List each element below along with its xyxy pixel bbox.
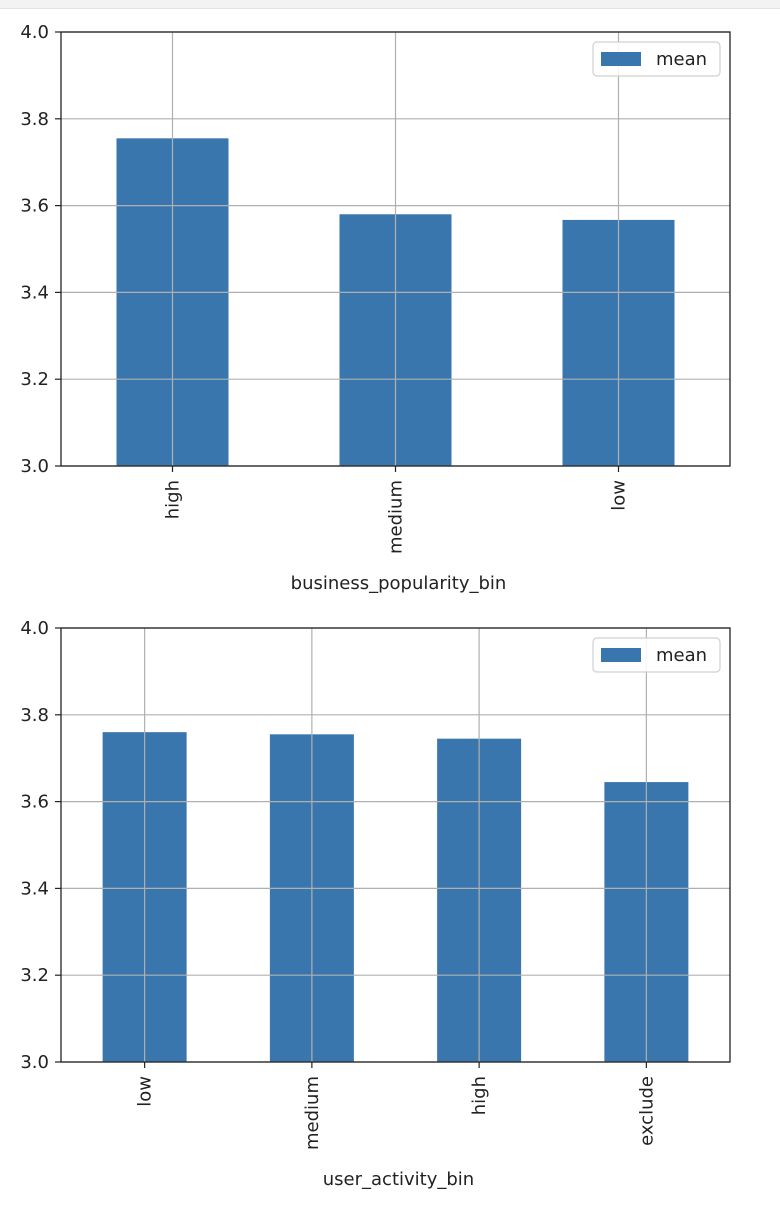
y-tick-label: 3.0 — [20, 1052, 49, 1073]
legend-label: mean — [656, 49, 707, 70]
legend-swatch — [601, 52, 641, 66]
legend-label: mean — [656, 645, 707, 666]
x-tick-label-exclude: exclude — [636, 1076, 657, 1146]
x-tick-label-low: low — [135, 1076, 156, 1107]
plot-frame — [60, 627, 731, 1063]
window-top-strip — [0, 0, 780, 9]
chart-2: 3.0 3.2 3.4 3.6 3.8 4.0 low medium high exclude us… — [20, 618, 731, 1190]
chart-1: 3.0 3.2 3.4 3.6 3.8 4.0 high medium low business_… — [20, 22, 731, 594]
y-tick-label: 3.4 — [20, 878, 49, 899]
legend-box — [592, 637, 721, 673]
y-tick-label: 3.4 — [20, 282, 49, 303]
x-axis-label: business_popularity_bin — [291, 573, 507, 594]
legend-swatch — [601, 648, 641, 662]
x-axis-label: user_activity_bin — [323, 1169, 474, 1190]
y-tick-label: 3.8 — [20, 705, 49, 726]
x-tick-label-medium: medium — [302, 1076, 323, 1150]
y-tick-label: 3.8 — [20, 109, 49, 130]
y-tick-label: 4.0 — [20, 618, 49, 639]
x-tick-label-medium: medium — [386, 480, 407, 554]
legend: mean — [592, 41, 721, 77]
y-tick-label: 3.2 — [20, 965, 49, 986]
legend-box — [592, 41, 721, 77]
y-tick-label: 3.6 — [20, 792, 49, 813]
y-tick-label: 4.0 — [20, 22, 49, 43]
y-tick-label: 3.2 — [20, 369, 49, 390]
x-tick-label-high: high — [163, 480, 184, 519]
legend: mean — [592, 637, 721, 673]
y-tick-label: 3.0 — [20, 456, 49, 477]
x-tick-label-low: low — [609, 480, 630, 511]
x-tick-label-high: high — [469, 1076, 490, 1115]
y-tick-label: 3.6 — [20, 196, 49, 217]
